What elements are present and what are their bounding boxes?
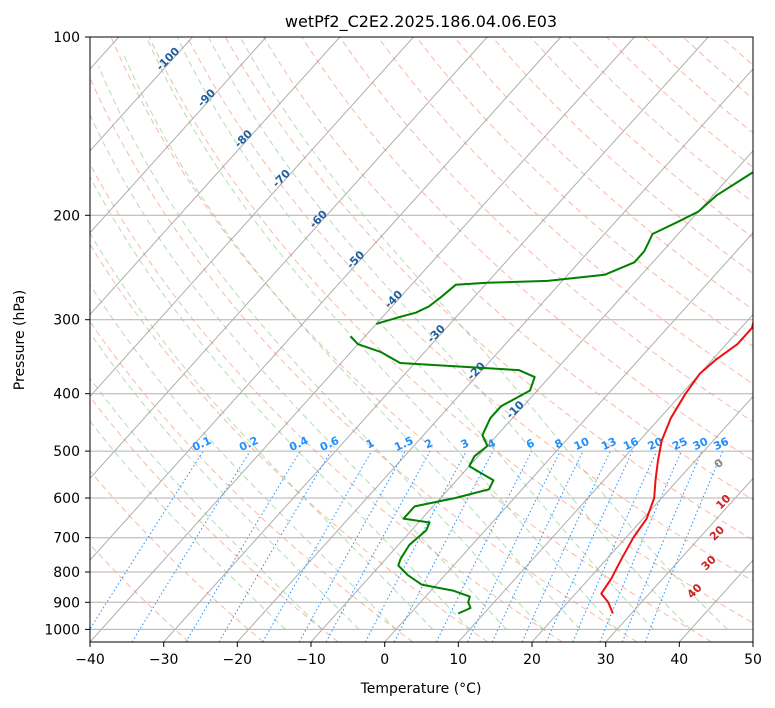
mixing-ratio-label: 36 — [712, 435, 732, 453]
sounding-profiles — [349, 171, 753, 615]
isotherm-line — [384, 232, 753, 642]
y-tick-label: 400 — [53, 387, 80, 403]
x-tick-label: 10 — [449, 652, 467, 668]
sounding-trace-line — [600, 319, 753, 614]
sounding-trace-line — [349, 335, 536, 615]
mixing-ratio-line — [572, 450, 658, 642]
plot-frame — [89, 36, 754, 643]
dry-adiabat-line — [90, 162, 563, 642]
x-tick-label: 50 — [744, 652, 762, 668]
mixing-ratio-label: 25 — [670, 435, 689, 453]
dry-adiabat-line — [90, 470, 264, 642]
x-tick-label: −30 — [149, 652, 179, 668]
isotherm-line — [310, 150, 753, 642]
x-axis-title: Temperature (°C) — [360, 681, 482, 697]
dry-adiabat-line — [453, 37, 753, 311]
dry-adiabat-line — [377, 37, 753, 385]
x-tick-label: 20 — [523, 652, 541, 668]
y-tick-label: 800 — [53, 565, 80, 581]
mixing-ratio-label: 13 — [599, 435, 618, 453]
mixing-ratio-label: 10 — [572, 435, 592, 453]
y-axis-ticks: 100 200 300 400 500 600 700 800 900 1000 — [44, 30, 90, 638]
mixing-ratio-line — [599, 450, 682, 642]
pressure-gridlines — [90, 37, 753, 630]
isotherm-line — [90, 37, 267, 234]
x-tick-label: 0 — [380, 652, 389, 668]
y-tick-label: 700 — [53, 531, 80, 547]
moist-adiabat-line — [176, 37, 655, 630]
y-tick-label: 900 — [53, 595, 80, 611]
x-tick-label: −40 — [75, 652, 105, 668]
x-tick-label: −10 — [296, 652, 326, 668]
isotherm-line — [163, 37, 709, 642]
isotherm-line — [236, 68, 753, 642]
plot-area: 0.1 0.2 0.4 0.6 1 1.5 2 3 4 6 8 10 13 16 20 25 30 36-100-… — [90, 37, 753, 642]
sounding-trace-line — [376, 171, 753, 325]
isotherm-line — [90, 37, 193, 152]
x-axis-ticks: −40 −30 −20 −10 0 10 20 30 40 50 — [75, 642, 762, 668]
y-tick-label: 200 — [53, 208, 80, 224]
x-tick-label: −20 — [223, 652, 253, 668]
dry-adiabat-line — [415, 37, 753, 348]
mixing-ratio-label: 30 — [691, 435, 711, 453]
isotherm-line — [605, 477, 753, 642]
mixing-ratio-line — [545, 450, 633, 642]
dry-adiabat-line — [110, 37, 712, 642]
moist-adiabat-line — [90, 332, 360, 630]
y-axis-title: Pressure (hPa) — [12, 290, 28, 390]
mixing-ratio-line — [435, 450, 533, 642]
dry-adiabat-line — [90, 396, 339, 642]
y-tick-label: 100 — [53, 30, 80, 46]
mixing-ratio-line — [644, 450, 724, 642]
isotherm-line — [90, 37, 562, 561]
mixing-ratio-line — [90, 450, 204, 630]
isotherm-line — [457, 313, 753, 642]
isotherms — [90, 37, 753, 642]
moist-adiabat-line — [90, 113, 507, 630]
y-tick-label: 500 — [53, 444, 80, 460]
isotherm-line — [90, 37, 341, 316]
mixing-ratio-line — [621, 450, 703, 642]
moist-adiabat-line — [90, 232, 434, 630]
dry-adiabat-line — [90, 243, 488, 642]
moist-adiabat-line — [239, 37, 728, 630]
isotherm-line — [531, 395, 753, 642]
x-tick-label: 40 — [670, 652, 688, 668]
moist-adiabat-line — [98, 66, 544, 630]
y-tick-label: 600 — [53, 491, 80, 507]
x-tick-label: 30 — [597, 652, 615, 668]
moist-adiabat-line — [122, 51, 581, 630]
dry-adiabat-line — [148, 37, 753, 624]
mixing-ratio-line — [364, 450, 467, 642]
y-tick-label: 1000 — [44, 622, 80, 638]
moist-adiabats — [90, 37, 728, 630]
mixing-ratio-line — [325, 450, 431, 642]
isotherm-line — [90, 37, 488, 480]
dry-adiabat-line — [90, 543, 190, 642]
isotherm-line — [90, 37, 635, 642]
isotherm-line — [90, 37, 414, 398]
y-tick-label: 300 — [53, 313, 80, 329]
chart-title: wetPf2_C2E2.2025.186.04.06.E03 — [285, 12, 557, 32]
moist-adiabat-line — [90, 377, 323, 630]
mixing-ratio-line — [298, 450, 406, 642]
mixing-ratio-label: 16 — [621, 435, 641, 453]
